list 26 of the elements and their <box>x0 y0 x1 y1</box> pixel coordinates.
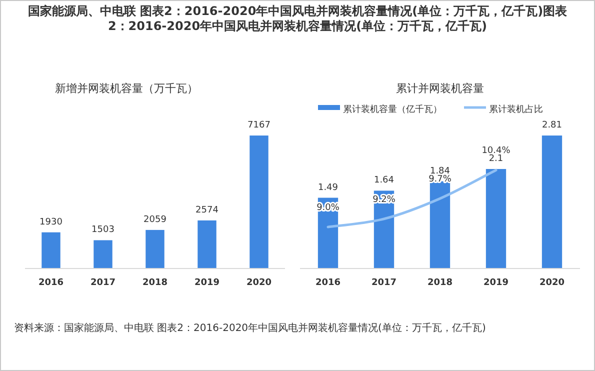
x-tick: 2017 <box>371 278 397 288</box>
x-tick: 2020 <box>539 278 565 288</box>
data-label: 2059 <box>144 214 166 225</box>
x-tick: 2017 <box>90 278 116 288</box>
data-label: 7167 <box>248 120 270 131</box>
x-tick: 2019 <box>194 278 220 288</box>
x-tick: 2019 <box>483 278 509 288</box>
x-tick: 2016 <box>315 278 341 288</box>
data-label: 1.84 <box>430 166 450 176</box>
data-label: 1.49 <box>318 182 338 193</box>
chart-title: 累计并网装机容量 <box>396 82 484 95</box>
chart-title: 新增并网装机容量（万千瓦） <box>55 82 198 95</box>
legend-label: 累计装机占比 <box>489 105 543 115</box>
source-note: 资料来源：国家能源局、中电联 图表2：2016-2020年中国风电并网装机容量情况(单位：万千瓦，亿千瓦) <box>14 322 487 336</box>
x-tick: 2016 <box>38 278 64 288</box>
legend-label: 累计装机容量（亿千瓦） <box>343 105 442 115</box>
x-tick: 2018 <box>427 278 453 288</box>
x-tick: 2020 <box>246 278 272 288</box>
data-label: 1503 <box>92 225 114 236</box>
data-label: 1.64 <box>374 176 394 186</box>
data-label: 1930 <box>40 217 62 228</box>
data-label: 2.81 <box>542 120 562 131</box>
data-label: 2.1 <box>488 154 504 164</box>
data-label: 2574 <box>196 205 218 216</box>
page-heading: 国家能源局、中电联 图表2：2016-2020年中国风电并网装机容量情况(单位：万千瓦，亿千瓦)图表2：2016-2020年中国风电并网装机容量情况(单位：万千瓦，亿千瓦) <box>26 4 568 34</box>
x-tick: 2018 <box>142 278 168 288</box>
